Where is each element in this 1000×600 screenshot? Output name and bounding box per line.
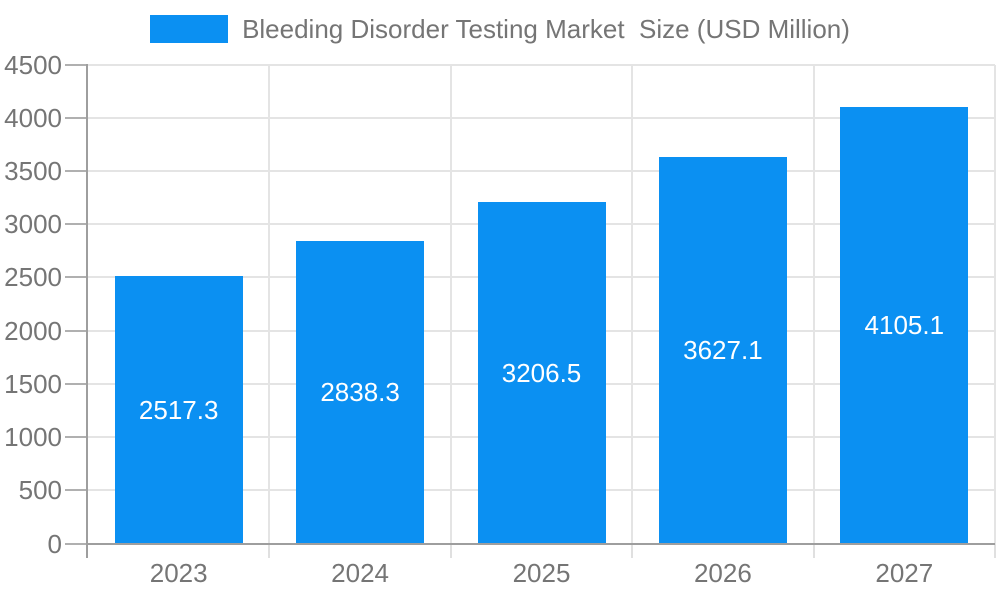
y-axis-tick [65,63,88,66]
y-axis-tick [65,436,88,439]
y-axis-tick [65,116,88,119]
bar-value-label: 3206.5 [501,357,582,388]
bar[interactable]: 4105.1 [840,106,969,544]
y-axis-tick-label: 0 [47,528,62,559]
bar[interactable]: 2517.3 [114,275,243,544]
x-axis-line [86,542,995,545]
v-gridline [631,64,634,544]
y-axis-tick-label: 500 [18,475,62,506]
v-gridline [812,64,815,544]
y-axis-tick [65,223,88,226]
v-gridline [268,64,271,544]
bar[interactable]: 3206.5 [477,202,606,544]
y-axis-tick [65,329,88,332]
y-axis-tick-label: 2000 [4,315,62,346]
y-axis-tick-label: 1000 [4,422,62,453]
bar-value-label: 3627.1 [683,335,763,366]
y-axis-tick [65,276,88,279]
y-axis-tick-label: 2500 [4,262,62,293]
bar-value-label: 2517.3 [138,394,219,425]
h-gridline [88,169,995,172]
x-axis-tick [449,543,452,558]
y-axis-tick [65,542,88,545]
v-gridline [449,64,452,544]
y-axis-tick-label: 1500 [4,368,62,399]
x-axis-tick [994,543,996,558]
h-gridline [88,63,995,66]
bar-value-label: 2838.3 [320,377,400,408]
x-axis-tick [631,543,634,558]
v-gridline [994,64,996,544]
x-axis-label: 2023 [149,557,208,588]
y-axis-tick [65,169,88,172]
y-axis-tick-label: 4500 [4,49,62,80]
y-axis-tick-label: 4000 [4,102,62,133]
y-axis-tick [65,489,88,492]
y-axis-tick-label: 3000 [4,209,62,240]
bar-value-label: 4105.1 [864,310,945,340]
legend-label: Bleeding Disorder Testing Market Size (U… [242,14,850,44]
legend[interactable]: Bleeding Disorder Testing Market Size (U… [0,15,1000,44]
x-axis-label: 2026 [693,557,752,588]
legend-swatch[interactable] [150,15,229,44]
bar[interactable]: 3627.1 [658,157,787,544]
y-axis-tick-label: 3500 [4,155,62,186]
bar[interactable]: 2838.3 [296,241,425,544]
x-axis-tick [268,543,271,558]
y-axis-line [86,63,88,558]
x-axis-label: 2025 [512,557,571,588]
x-axis-label: 2024 [331,557,389,588]
y-axis-tick [65,382,88,385]
x-axis-label: 2027 [875,557,934,588]
h-gridline [88,116,995,119]
x-axis-tick [812,543,815,558]
